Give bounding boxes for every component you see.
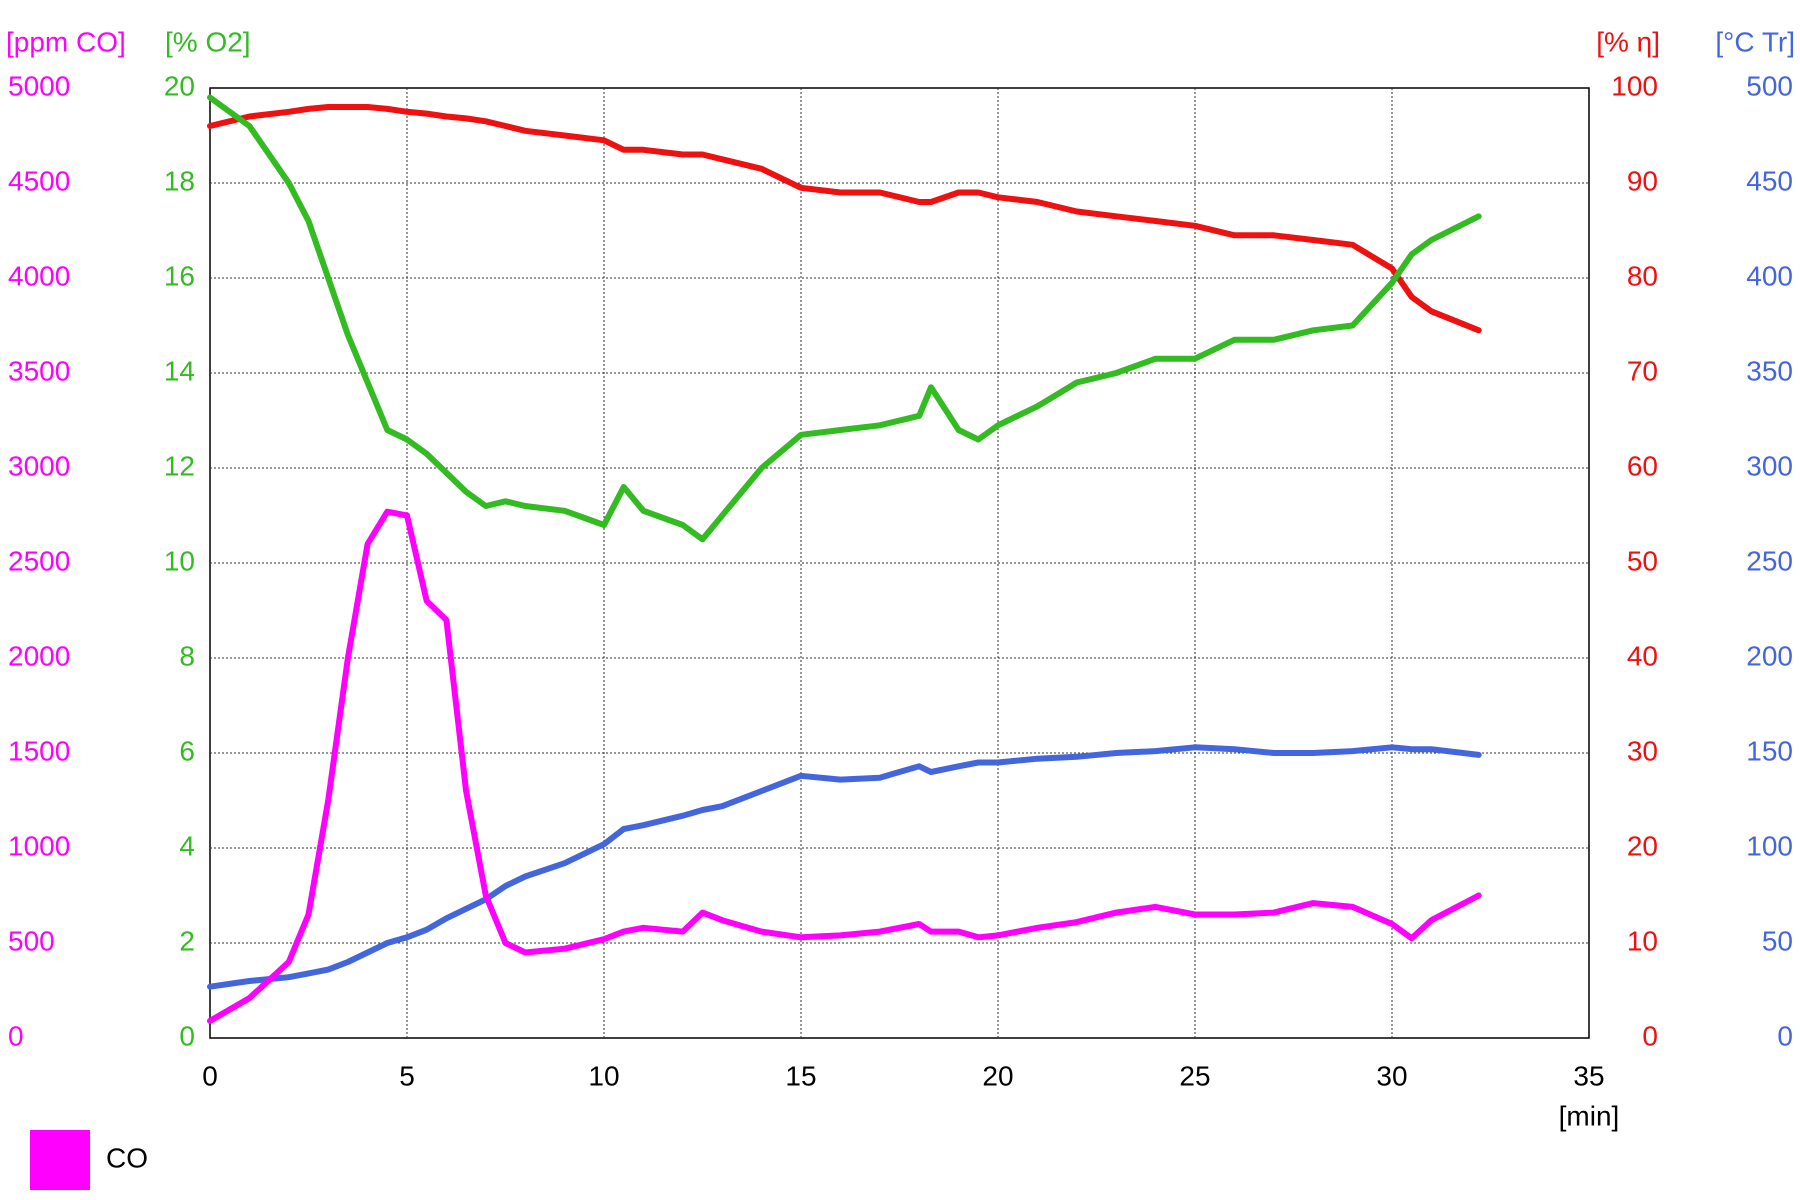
y-tick-label: 350 [1746, 355, 1793, 386]
y-tick-label: 90 [1627, 165, 1658, 196]
x-tick-label: 30 [1376, 1060, 1407, 1091]
y-axis-label: [% O2] [165, 26, 251, 57]
y-tick-label: 50 [1762, 925, 1793, 956]
y-tick-label: 250 [1746, 545, 1793, 576]
y-axis-label: [% η] [1596, 26, 1660, 57]
y-tick-label: 0 [1642, 1020, 1658, 1051]
y-tick-label: 16 [164, 260, 195, 291]
y-tick-label: 10 [1627, 925, 1658, 956]
y-tick-label: 60 [1627, 450, 1658, 481]
legend-label: CO [106, 1142, 148, 1173]
y-tick-label: 14 [164, 355, 195, 386]
y-tick-label: 150 [1746, 735, 1793, 766]
y-tick-label: 400 [1746, 260, 1793, 291]
data-line [207, 508, 1482, 1024]
y-tick-label: 0 [179, 1020, 195, 1051]
y-tick-label: 4000 [8, 260, 70, 291]
x-tick-label: 25 [1179, 1060, 1210, 1091]
y-tick-label: 100 [1611, 70, 1658, 101]
x-tick-label: 35 [1573, 1060, 1604, 1091]
legend-swatch [30, 1130, 90, 1190]
y-axis-label: [ppm CO] [6, 26, 126, 57]
x-tick-label: 0 [202, 1060, 218, 1091]
y-tick-label: 200 [1746, 640, 1793, 671]
y-tick-label: 18 [164, 165, 195, 196]
x-tick-label: 20 [982, 1060, 1013, 1091]
y-tick-label: 30 [1627, 735, 1658, 766]
y-tick-label: 1500 [8, 735, 70, 766]
y-tick-label: 2 [179, 925, 195, 956]
y-tick-label: 80 [1627, 260, 1658, 291]
x-tick-label: 5 [399, 1060, 415, 1091]
y-tick-label: 2000 [8, 640, 70, 671]
y-tick-label: 6 [179, 735, 195, 766]
y-tick-label: 40 [1627, 640, 1658, 671]
x-axis-label: [min] [1559, 1100, 1620, 1131]
x-tick-label: 10 [588, 1060, 619, 1091]
y-axis-label: [°C Tr] [1715, 26, 1795, 57]
y-tick-label: 2500 [8, 545, 70, 576]
y-tick-label: 300 [1746, 450, 1793, 481]
y-tick-label: 1000 [8, 830, 70, 861]
data-line [207, 94, 1482, 543]
y-tick-label: 500 [1746, 70, 1793, 101]
y-tick-label: 100 [1746, 830, 1793, 861]
y-tick-label: 50 [1627, 545, 1658, 576]
y-tick-label: 20 [1627, 830, 1658, 861]
y-tick-label: 70 [1627, 355, 1658, 386]
y-tick-label: 500 [8, 925, 55, 956]
y-tick-label: 12 [164, 450, 195, 481]
y-tick-label: 4500 [8, 165, 70, 196]
y-tick-label: 20 [164, 70, 195, 101]
y-tick-label: 4 [179, 830, 195, 861]
data-line [207, 744, 1482, 990]
y-tick-label: 3500 [8, 355, 70, 386]
data-line [207, 104, 1482, 334]
y-tick-label: 0 [1777, 1020, 1793, 1051]
y-tick-label: 0 [8, 1020, 24, 1051]
y-tick-label: 450 [1746, 165, 1793, 196]
y-tick-label: 5000 [8, 70, 70, 101]
y-tick-label: 8 [179, 640, 195, 671]
y-tick-label: 10 [164, 545, 195, 576]
x-tick-label: 15 [785, 1060, 816, 1091]
y-tick-label: 3000 [8, 450, 70, 481]
